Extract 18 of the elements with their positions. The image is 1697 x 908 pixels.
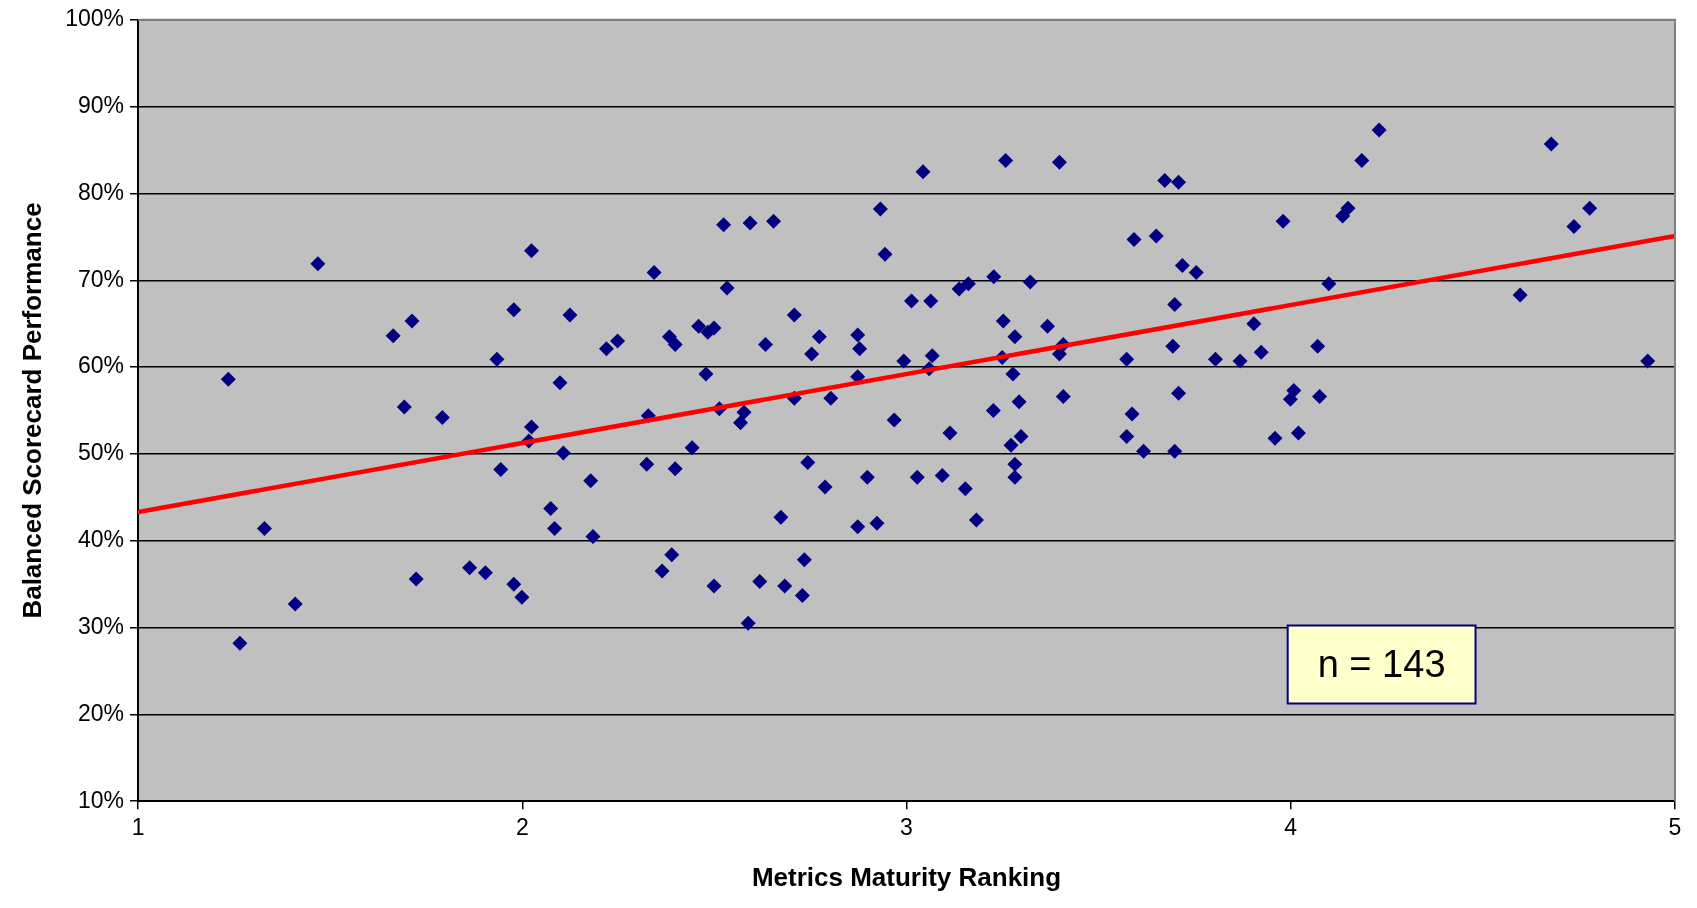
y-axis-title: Balanced Scorecard Performance: [16, 202, 47, 619]
y-tick-label: 50%: [77, 439, 125, 466]
x-tick-label: 5: [1668, 814, 1682, 841]
y-tick-label: 80%: [77, 178, 125, 205]
x-tick-label: 1: [131, 814, 145, 841]
y-tick-label: 60%: [77, 352, 125, 379]
x-tick-label: 3: [900, 814, 913, 841]
y-tick-label: 100%: [65, 5, 125, 32]
x-tick-label: 2: [515, 814, 529, 841]
y-tick-label: 40%: [77, 526, 125, 553]
y-tick-label: 20%: [77, 699, 125, 726]
y-tick-label: 30%: [77, 612, 125, 639]
x-tick-label: 4: [1284, 814, 1298, 841]
annotation: n = 143: [1317, 642, 1446, 685]
y-tick-label: 10%: [77, 786, 125, 813]
x-axis-title: Metrics Maturity Ranking: [751, 861, 1062, 892]
y-tick-label: 70%: [77, 265, 125, 292]
y-tick-label: 90%: [77, 91, 125, 118]
